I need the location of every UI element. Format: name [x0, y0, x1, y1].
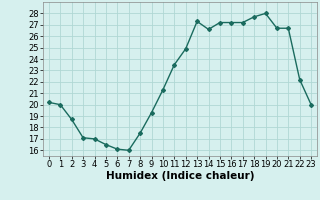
X-axis label: Humidex (Indice chaleur): Humidex (Indice chaleur) — [106, 171, 254, 181]
